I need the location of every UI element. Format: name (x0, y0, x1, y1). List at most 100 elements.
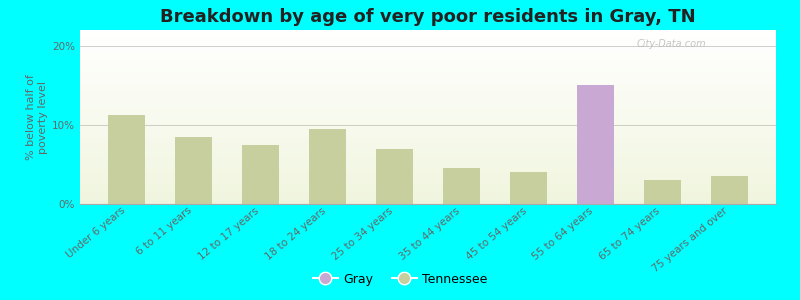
Bar (80, 162, 776, 163)
Bar (80, 43, 776, 44)
Bar (80, 85, 776, 86)
Bar (80, 168, 776, 169)
Bar (80, 110, 776, 111)
Bar (80, 82, 776, 83)
Bar (80, 38, 776, 39)
Bar (80, 35, 776, 36)
Bar (80, 155, 776, 156)
Bar (80, 122, 776, 123)
Bar (80, 109, 776, 110)
Bar (80, 101, 776, 102)
Bar (80, 141, 776, 142)
Bar (80, 143, 776, 144)
Bar (80, 50, 776, 51)
Bar (80, 124, 776, 125)
Bar (80, 174, 776, 175)
Bar (80, 95, 776, 96)
Bar (80, 72, 776, 73)
Bar (80, 147, 776, 148)
Bar (80, 146, 776, 147)
Bar (80, 68, 776, 69)
Bar (80, 166, 776, 167)
Bar (80, 167, 776, 168)
Bar (80, 200, 776, 201)
Bar (80, 181, 776, 182)
Bar (80, 164, 776, 165)
Bar (80, 129, 776, 130)
Bar (80, 126, 776, 127)
Bar (80, 160, 776, 161)
Bar (80, 137, 776, 138)
Bar (80, 56, 776, 57)
Bar (710, 176, 747, 204)
Bar (80, 119, 776, 120)
Bar (80, 178, 776, 179)
Bar (80, 199, 776, 200)
Bar (80, 103, 776, 104)
Bar (80, 132, 776, 133)
Bar (80, 71, 776, 72)
Bar (80, 34, 776, 35)
Bar (80, 60, 776, 61)
Bar (80, 79, 776, 80)
Bar (80, 128, 776, 129)
Bar (80, 198, 776, 199)
Bar (80, 31, 776, 32)
Bar (80, 148, 776, 149)
Bar (80, 69, 776, 70)
Bar (80, 64, 776, 65)
Bar (80, 144, 776, 145)
Bar (80, 77, 776, 78)
Bar (80, 65, 776, 66)
Text: City-Data.com: City-Data.com (637, 39, 706, 49)
Bar (80, 163, 776, 164)
Bar (80, 180, 776, 181)
Bar (80, 104, 776, 105)
Bar (80, 41, 776, 42)
Bar (80, 32, 776, 33)
Bar (80, 140, 776, 141)
Bar (80, 49, 776, 50)
Bar (80, 78, 776, 79)
Bar (80, 66, 776, 67)
Bar (80, 47, 776, 48)
Bar (80, 63, 776, 64)
Y-axis label: % below half of
poverty level: % below half of poverty level (26, 74, 48, 160)
Bar (80, 156, 776, 157)
Bar (80, 149, 776, 150)
Bar (80, 184, 776, 185)
Bar (80, 159, 776, 160)
Bar (80, 100, 776, 101)
Bar (80, 87, 776, 88)
Bar (80, 33, 776, 34)
Bar (80, 182, 776, 183)
Bar (80, 127, 776, 128)
Bar (80, 190, 776, 191)
Bar (80, 192, 776, 193)
Bar (80, 94, 776, 95)
Bar (80, 92, 776, 93)
Bar (510, 172, 546, 204)
Bar (80, 197, 776, 198)
Bar (80, 45, 776, 46)
Bar (80, 112, 776, 113)
Bar (80, 98, 776, 99)
Bar (80, 172, 776, 173)
Bar (80, 107, 776, 108)
Bar (376, 148, 413, 204)
Bar (577, 168, 614, 204)
Bar (80, 40, 776, 41)
Bar (80, 125, 776, 126)
Bar (80, 39, 776, 40)
Bar (80, 55, 776, 56)
Bar (80, 153, 776, 154)
Bar (80, 99, 776, 100)
Bar (80, 116, 776, 117)
Bar (80, 189, 776, 190)
Bar (80, 195, 776, 196)
Bar (80, 90, 776, 91)
Bar (80, 115, 776, 116)
Bar (80, 134, 776, 135)
Bar (80, 170, 776, 171)
Bar (80, 96, 776, 97)
